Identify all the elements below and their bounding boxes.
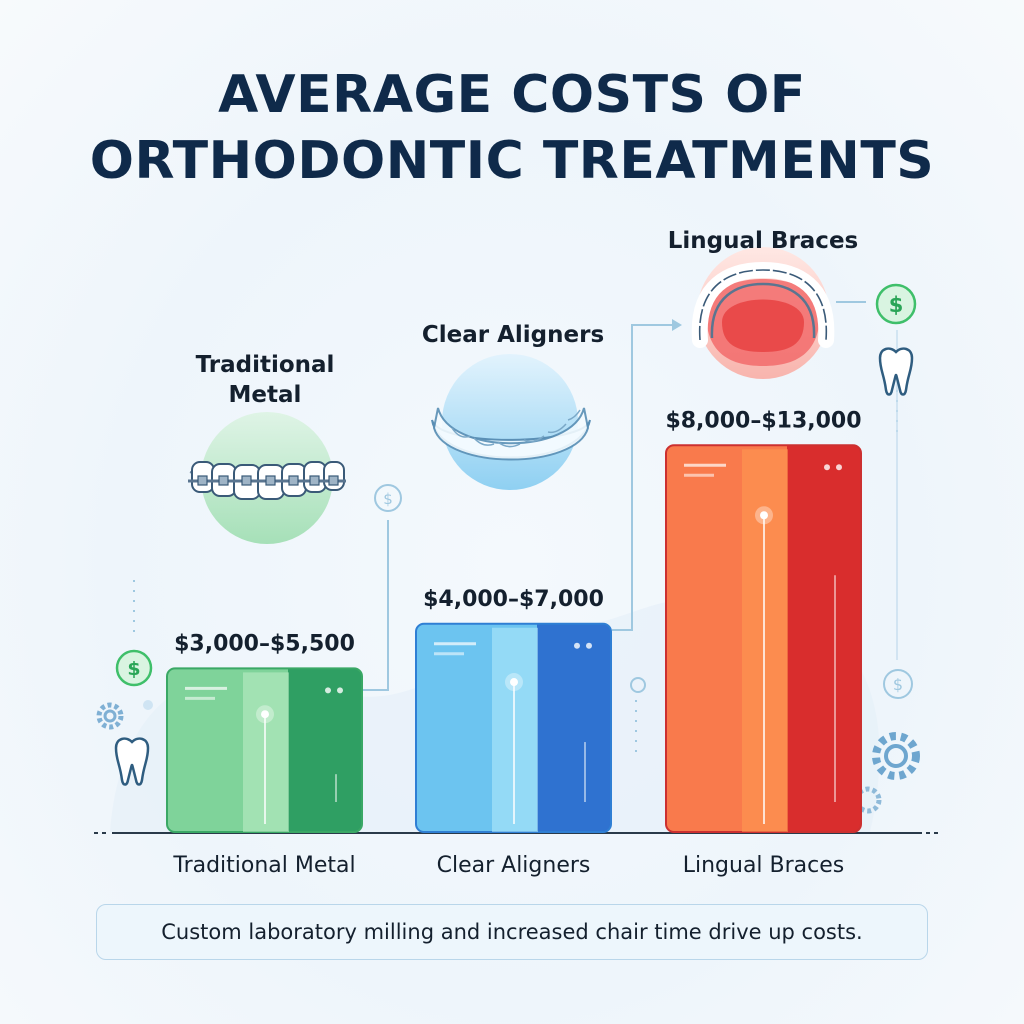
connector-line: [362, 520, 389, 691]
x-tick-label-traditional-metal: Traditional Metal: [172, 853, 355, 878]
bar-dot: [337, 687, 343, 694]
tooth-icon: [114, 737, 150, 786]
dollar-coin-icon: $: [875, 283, 917, 325]
value-label-traditional-metal: $3,000–$5,500: [174, 631, 355, 656]
x-tick-label-clear-aligners: Clear Aligners: [437, 853, 591, 878]
category-heading-traditional-metal: Metal: [229, 382, 302, 408]
bar-dot: [325, 687, 331, 694]
gear-icon: [96, 702, 124, 730]
connector-line: [612, 324, 672, 631]
lingual-braces-icon: [691, 247, 835, 379]
x-tick-label-lingual-braces: Lingual Braces: [683, 853, 845, 878]
tooth-icon: [878, 347, 914, 396]
bar-dot: [836, 464, 842, 471]
dollar-coin-icon: $: [374, 484, 402, 512]
chart-title-line-2: ORTHODONTIC TREATMENTS: [89, 131, 935, 191]
value-label-clear-aligners: $4,000–$7,000: [423, 587, 604, 612]
bar-dot: [824, 464, 830, 471]
category-heading-traditional-metal: Traditional: [196, 352, 335, 378]
metal-braces-icon: [188, 412, 346, 544]
bar-glow-dot: [510, 678, 518, 687]
small-node: [630, 677, 646, 693]
bar-dot: [574, 642, 580, 649]
small-node: [143, 700, 153, 710]
category-heading-lingual-braces: Lingual Braces: [668, 228, 858, 254]
dollar-coin-icon: $: [115, 649, 153, 687]
chart-title: AVERAGE COSTS OF ORTHODONTIC TREATMENTS: [0, 62, 1024, 194]
value-label-lingual-braces: $8,000–$13,000: [665, 408, 861, 433]
gear-icon: [872, 732, 920, 780]
svg-text:$: $: [893, 675, 903, 694]
dollar-coin-icon: $: [883, 669, 913, 699]
bar-glow-dot: [261, 710, 269, 719]
svg-text:$: $: [127, 658, 140, 680]
gear-icon: [854, 786, 882, 814]
chart-marks: $3,000–$5,500 Traditional Metal $4,000–$7,…: [166, 228, 862, 878]
svg-text:$: $: [383, 490, 393, 508]
svg-text:$: $: [889, 293, 904, 317]
clear-aligner-icon: [431, 354, 591, 490]
bar-glow-dot: [760, 511, 768, 520]
connector-arrow-icon: [672, 319, 682, 331]
chart-title-line-1: AVERAGE COSTS OF: [218, 65, 806, 125]
cost-footnote: Custom laboratory milling and increased …: [96, 904, 928, 960]
category-heading-clear-aligners: Clear Aligners: [422, 322, 604, 348]
bar-dot: [586, 642, 592, 649]
